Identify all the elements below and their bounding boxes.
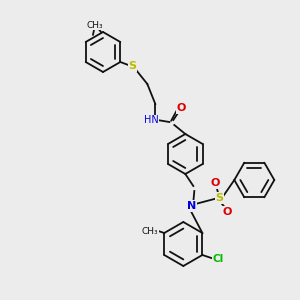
Text: HN: HN	[144, 115, 159, 125]
Text: N: N	[187, 201, 196, 211]
Text: CH₃: CH₃	[142, 226, 159, 236]
Text: S: S	[128, 61, 136, 71]
Text: O: O	[223, 207, 232, 217]
Text: CH₃: CH₃	[87, 20, 103, 29]
Text: O: O	[177, 103, 186, 113]
Text: Cl: Cl	[213, 254, 224, 264]
Text: S: S	[215, 193, 223, 203]
Text: O: O	[211, 178, 220, 188]
